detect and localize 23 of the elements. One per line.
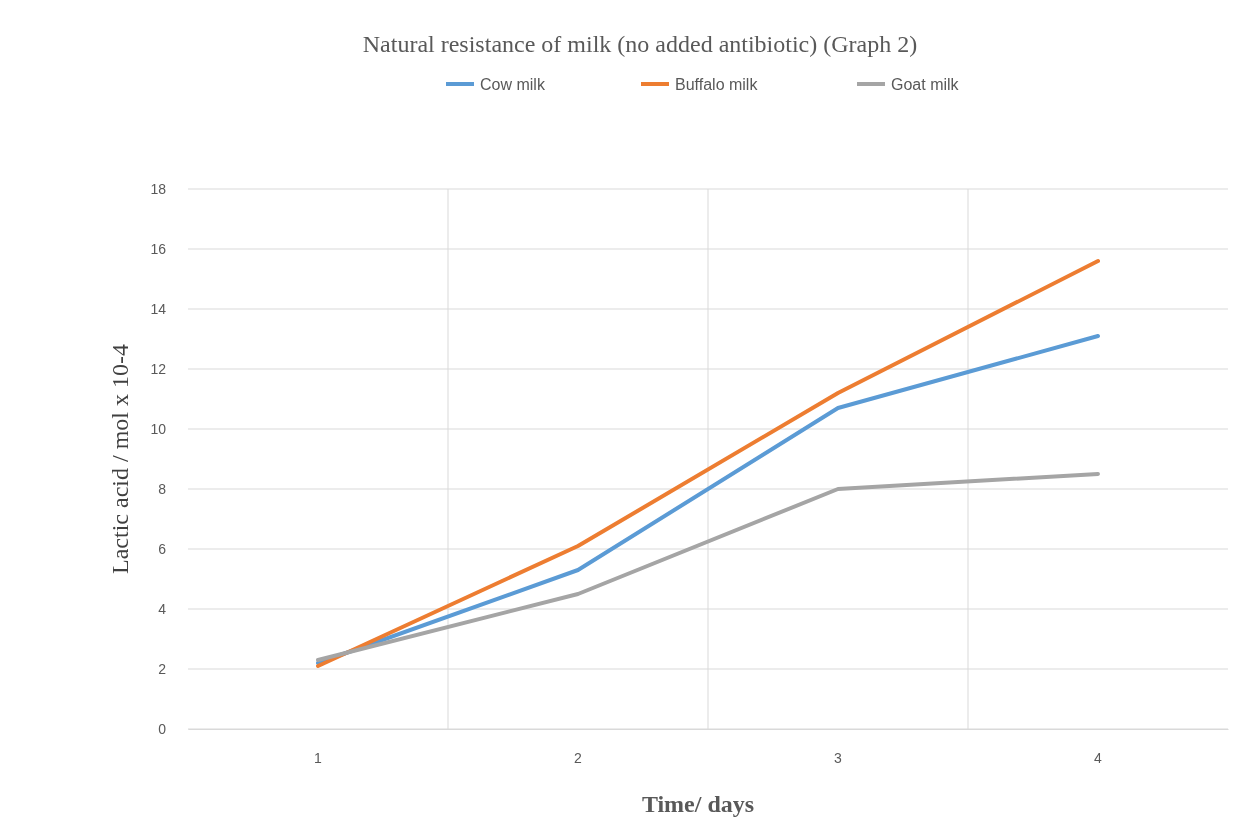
y-tick-label: 6	[158, 540, 167, 557]
x-tick-label: 3	[834, 749, 843, 766]
legend-label: Goat milk	[891, 75, 960, 93]
y-axis-title: Lactic acid / mol x 10-4	[107, 344, 133, 574]
chart-title: Natural resistance of milk (no added antibiotic) (Graph 2)	[362, 31, 918, 57]
x-axis-title: Time/ days	[641, 791, 755, 817]
y-tick-label: 12	[150, 360, 167, 377]
y-tick-label: 8	[158, 480, 167, 497]
line-series	[316, 472, 1100, 662]
y-tick-label: 14	[150, 300, 167, 317]
y-tick-label: 2	[158, 660, 167, 677]
y-tick-label: 16	[150, 240, 167, 257]
y-tick-label: 10	[150, 420, 167, 437]
y-tick-label: 0	[158, 720, 167, 737]
legend-label: Cow milk	[480, 75, 546, 93]
line-series	[316, 259, 1100, 668]
x-tick-label: 4	[1094, 749, 1103, 766]
line-series	[316, 334, 1100, 665]
y-tick-label: 18	[150, 180, 167, 197]
x-tick-label: 2	[574, 749, 583, 766]
legend-label: Buffalo milk	[675, 75, 759, 93]
y-tick-label: 4	[158, 600, 167, 617]
x-tick-label: 1	[314, 749, 323, 766]
